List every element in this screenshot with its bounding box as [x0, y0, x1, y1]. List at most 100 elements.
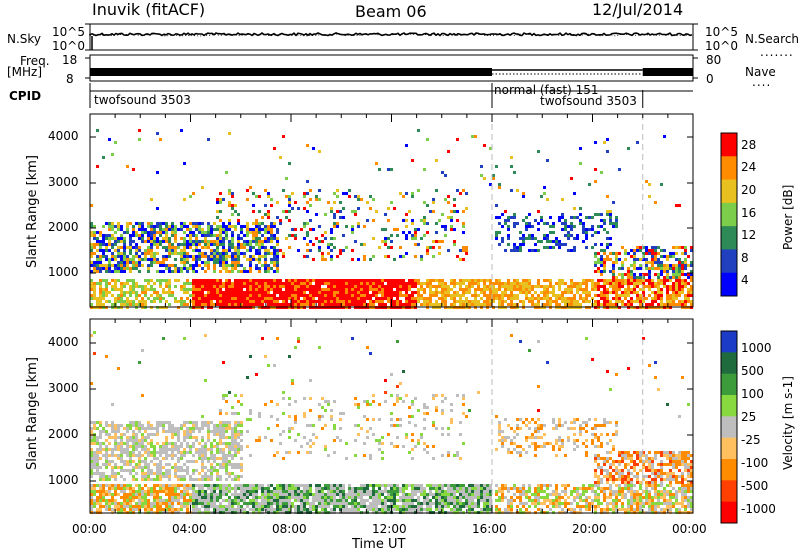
velocity-cell: [381, 490, 384, 493]
power-cell: [300, 285, 303, 288]
velocity-cell: [90, 484, 93, 487]
velocity-cell: [90, 448, 93, 451]
power-cell: [600, 249, 603, 252]
power-cell: [657, 258, 660, 261]
power-cell: [660, 297, 663, 300]
power-cell: [684, 264, 687, 267]
power-cell: [312, 279, 315, 282]
power-cell: [225, 171, 228, 174]
power-cell: [681, 300, 684, 303]
velocity-cell: [108, 424, 111, 427]
power-cell: [279, 282, 282, 285]
power-cell: [669, 297, 672, 300]
power-cell: [609, 270, 612, 273]
power-cell: [255, 300, 258, 303]
velocity-cell: [237, 424, 240, 427]
velocity-cell: [144, 457, 147, 460]
velocity-cell: [261, 484, 264, 487]
power-cell: [459, 279, 462, 282]
power-cell: [219, 288, 222, 291]
power-cell: [360, 303, 363, 306]
power-cell: [90, 297, 93, 300]
power-cell: [228, 246, 231, 249]
power-cell: [144, 252, 147, 255]
power-cell: [288, 246, 291, 249]
velocity-cell: [195, 424, 198, 427]
velocity-cell: [171, 454, 174, 457]
power-cell: [426, 303, 429, 306]
velocity-cell: [396, 394, 399, 397]
power-cell: [543, 222, 546, 225]
power-cell: [663, 276, 666, 279]
velocity-cell: [177, 436, 180, 439]
power-cell: [357, 300, 360, 303]
power-cell: [204, 303, 207, 306]
power-cell: [384, 213, 387, 216]
power-cell: [300, 303, 303, 306]
power-cell: [156, 171, 159, 174]
velocity-cell: [198, 502, 201, 505]
velocity-cell: [189, 499, 192, 502]
power-cell: [660, 267, 663, 270]
power-cell: [507, 279, 510, 282]
power-cell: [402, 219, 405, 222]
power-cell: [363, 243, 366, 246]
power-cell: [378, 303, 381, 306]
power-cell: [231, 231, 234, 234]
velocity-cell: [282, 493, 285, 496]
power-cell: [435, 231, 438, 234]
power-cell: [132, 288, 135, 291]
power-cell: [429, 282, 432, 285]
velocity-cell: [306, 493, 309, 496]
power-cell: [441, 300, 444, 303]
power-cell: [378, 300, 381, 303]
power-cell: [597, 231, 600, 234]
power-cell: [282, 297, 285, 300]
power-cell: [255, 252, 258, 255]
power-cell: [651, 303, 654, 306]
velocity-cell: [396, 487, 399, 490]
power-cell: [405, 303, 408, 306]
power-cell: [525, 294, 528, 297]
power-cell: [417, 129, 420, 132]
velocity-cell: [99, 508, 102, 511]
power-cell: [360, 282, 363, 285]
velocity-cell: [192, 469, 195, 472]
velocity-cell: [267, 499, 270, 502]
power-cell: [525, 288, 528, 291]
power-cell: [210, 252, 213, 255]
power-cell: [243, 303, 246, 306]
velocity-cell: [159, 487, 162, 490]
power-cell: [516, 246, 519, 249]
power-cell: [384, 297, 387, 300]
velocity-cell: [99, 505, 102, 508]
velocity-cell: [213, 508, 216, 511]
power-cell: [519, 231, 522, 234]
velocity-cell: [234, 433, 237, 436]
power-cell: [93, 267, 96, 270]
power-cell: [141, 237, 144, 240]
velocity-cell: [246, 493, 249, 496]
power-cell: [609, 237, 612, 240]
power-cell: [231, 297, 234, 300]
velocity-cell: [153, 484, 156, 487]
velocity-cell: [192, 436, 195, 439]
velocity-cell: [375, 490, 378, 493]
velocity-cell: [147, 433, 150, 436]
power-cell: [162, 228, 165, 231]
power-cell: [603, 267, 606, 270]
power-cell: [666, 270, 669, 273]
power-cell: [333, 291, 336, 294]
velocity-cell: [138, 421, 141, 424]
power-cell: [174, 264, 177, 267]
power-cell: [435, 300, 438, 303]
velocity-cell: [117, 430, 120, 433]
power-cell: [606, 303, 609, 306]
power-cell: [132, 264, 135, 267]
power-cell: [234, 225, 237, 228]
power-cell: [234, 279, 237, 282]
power-cell: [588, 300, 591, 303]
power-cell: [501, 282, 504, 285]
power-cell: [456, 138, 459, 141]
power-cell: [153, 234, 156, 237]
